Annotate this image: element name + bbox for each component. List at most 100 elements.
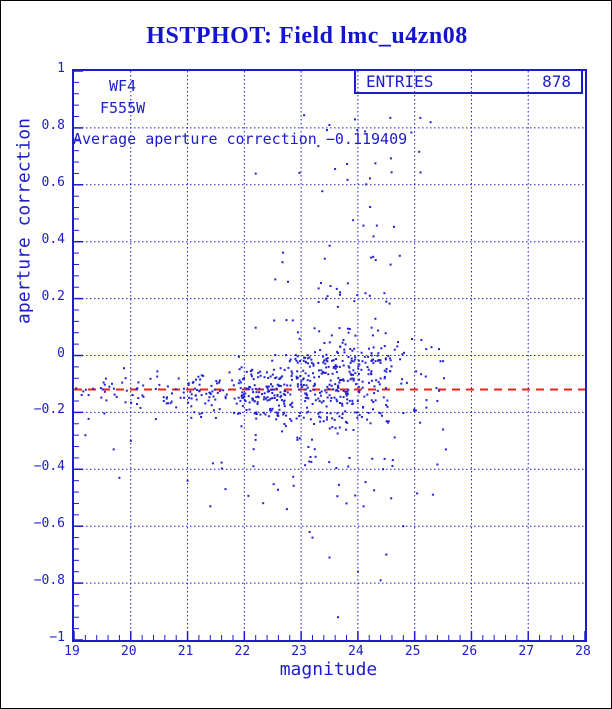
data-point (282, 400, 285, 403)
data-point (306, 406, 308, 409)
data-point (344, 390, 347, 393)
data-point (308, 530, 311, 533)
data-point (278, 385, 281, 387)
data-point (271, 397, 274, 400)
data-point (356, 400, 359, 402)
data-point (261, 393, 263, 395)
data-point (358, 391, 361, 394)
data-point (272, 368, 275, 371)
data-point (334, 365, 337, 368)
data-point (352, 360, 355, 363)
y-tick-label: −0.4 (33, 459, 65, 475)
data-point (287, 280, 289, 283)
data-point (361, 386, 364, 389)
data-point (331, 426, 334, 429)
data-point (298, 337, 301, 340)
data-point (367, 368, 370, 371)
data-point (252, 378, 255, 381)
data-point (135, 388, 138, 391)
data-point (358, 363, 361, 366)
x-tick-label: 22 (234, 644, 251, 659)
data-point (385, 300, 388, 303)
data-point (313, 382, 316, 385)
data-point (436, 400, 439, 402)
data-point (379, 359, 382, 362)
data-point (218, 408, 221, 411)
data-point (282, 393, 285, 396)
data-point (337, 616, 339, 619)
data-point (415, 370, 418, 373)
data-point (253, 412, 256, 415)
data-point (346, 393, 349, 396)
data-point (252, 391, 255, 394)
data-point (124, 377, 127, 380)
data-point (335, 371, 338, 374)
data-point (344, 343, 347, 346)
y-tick-label: −1 (49, 630, 65, 645)
data-point (239, 412, 242, 415)
data-point (123, 367, 125, 370)
data-point (275, 418, 278, 421)
data-point (301, 385, 304, 388)
data-point (385, 370, 388, 373)
data-point (199, 378, 202, 381)
data-point (336, 365, 339, 368)
data-point (363, 355, 366, 358)
data-point (296, 355, 299, 358)
data-point (367, 373, 370, 376)
data-point (279, 396, 282, 399)
data-point (370, 352, 373, 355)
data-point (355, 383, 357, 386)
data-point (242, 378, 244, 381)
data-point (137, 397, 140, 400)
data-point (277, 488, 279, 491)
data-point (305, 411, 308, 414)
data-point (299, 412, 302, 415)
data-point (367, 355, 370, 358)
data-point (240, 395, 243, 398)
data-point (443, 377, 445, 380)
data-point (342, 389, 345, 392)
data-point (403, 351, 405, 354)
x-tick-label: 25 (404, 644, 421, 659)
data-point (330, 334, 333, 337)
data-point (295, 359, 298, 362)
data-point (231, 379, 234, 382)
data-point (269, 375, 272, 378)
data-point (354, 358, 357, 361)
data-point (305, 393, 308, 396)
data-point (354, 356, 357, 359)
data-point (166, 396, 168, 399)
data-point (352, 373, 354, 376)
data-point (346, 163, 349, 165)
data-point (139, 406, 142, 409)
data-point (353, 300, 356, 303)
data-point (377, 329, 380, 332)
data-point (305, 361, 307, 364)
data-point (387, 354, 390, 357)
data-point (103, 390, 106, 393)
data-point (262, 398, 265, 401)
x-tick-label: 23 (291, 644, 307, 659)
data-point (243, 399, 246, 402)
data-point (347, 356, 350, 358)
data-point (285, 354, 287, 357)
data-point (402, 412, 405, 415)
data-point (319, 416, 322, 419)
data-point (328, 556, 331, 559)
data-point (314, 455, 317, 458)
data-point (350, 374, 353, 376)
data-point (384, 358, 387, 361)
data-point (318, 375, 320, 378)
data-point (289, 403, 292, 406)
data-point (255, 417, 258, 420)
data-point (131, 394, 134, 396)
data-point (273, 397, 276, 399)
data-point (312, 364, 315, 367)
data-point (177, 377, 180, 380)
data-point (192, 380, 195, 383)
y-tick-label: −0.8 (33, 573, 65, 589)
data-point (346, 421, 349, 424)
data-point (348, 399, 351, 402)
data-point (198, 390, 201, 393)
